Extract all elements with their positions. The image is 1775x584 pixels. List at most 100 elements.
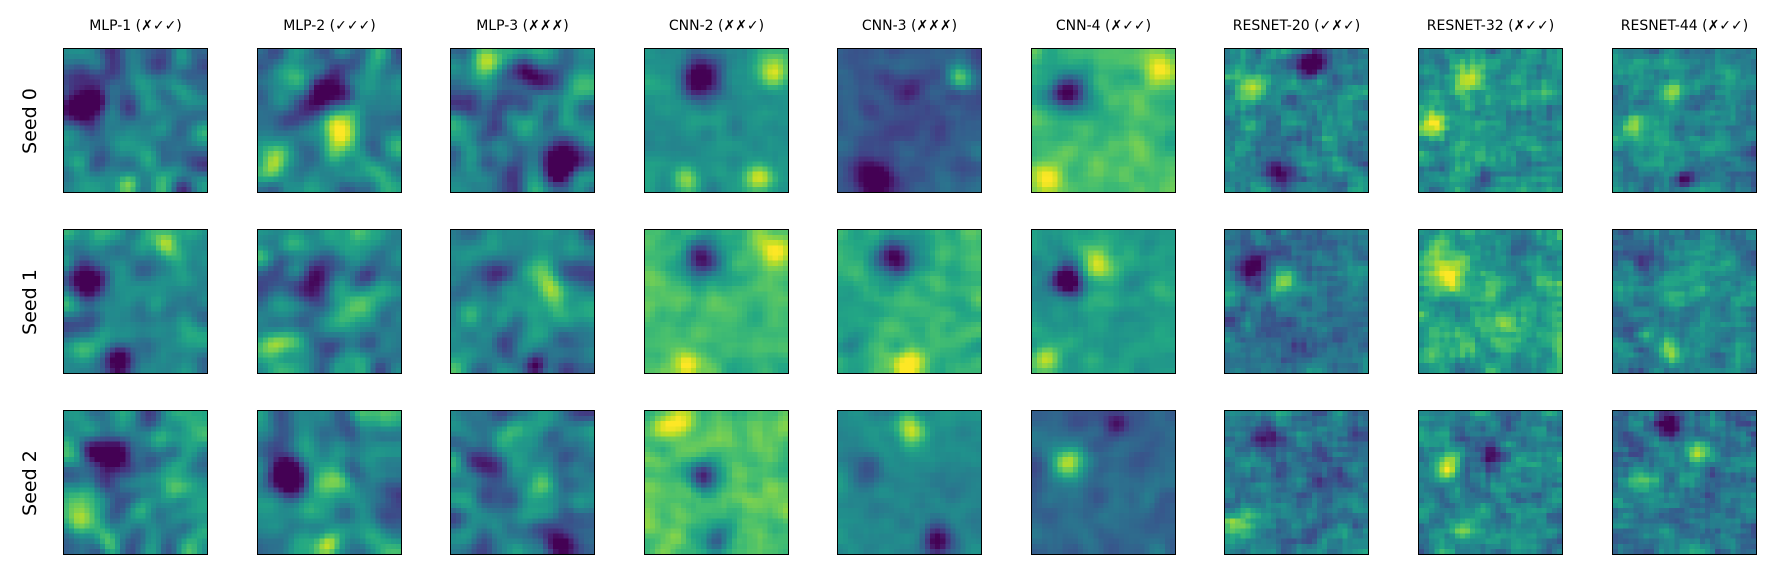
- heatmap-cell: [370, 161, 376, 167]
- heatmap-cell: [1088, 110, 1094, 116]
- heatmap-cell: [1067, 110, 1073, 116]
- heatmap-cell: [838, 140, 844, 147]
- heatmap-cell: [390, 69, 396, 75]
- heatmap-cell: [894, 84, 900, 90]
- heatmap-cell: [1139, 130, 1145, 136]
- heatmap-cell: [522, 181, 528, 187]
- heatmap-cell: [507, 100, 513, 106]
- heatmap-cell: [645, 186, 651, 192]
- heatmap-cell: [1296, 64, 1302, 70]
- heatmap-cell: [349, 171, 356, 177]
- heatmap-cell: [84, 69, 90, 75]
- heatmap-cell: [145, 54, 151, 60]
- heatmap-cell: [950, 171, 956, 177]
- heatmap-cell: [303, 84, 310, 90]
- heatmap-cell: [573, 181, 579, 187]
- heatmap-cell: [650, 89, 656, 96]
- heatmap-cell: [532, 84, 538, 90]
- heatmap-cell: [263, 125, 269, 131]
- heatmap-cell: [1129, 135, 1135, 142]
- heatmap-cell: [1270, 89, 1277, 96]
- heatmap-cell: [140, 166, 146, 172]
- heatmap-cell: [517, 74, 523, 80]
- heatmap-cell: [1042, 94, 1048, 101]
- heatmap-cell: [767, 105, 773, 111]
- heatmap-cell: [685, 105, 692, 111]
- heatmap-cell: [395, 135, 401, 142]
- heatmap-cell: [283, 94, 289, 101]
- heatmap-cell: [385, 54, 391, 60]
- heatmap-cell: [385, 156, 391, 162]
- heatmap-cell: [507, 84, 513, 90]
- heatmap-cell: [166, 120, 172, 126]
- heatmap-cell: [496, 135, 503, 142]
- heatmap-cell: [716, 110, 722, 116]
- heatmap-cell: [1088, 94, 1094, 101]
- heatmap-cell: [1129, 176, 1135, 182]
- heatmap-cell: [314, 151, 320, 157]
- heatmap-cell: [736, 54, 743, 60]
- heatmap-cell: [1134, 146, 1140, 152]
- heatmap-cell: [532, 130, 538, 136]
- heatmap-cell: [507, 166, 513, 172]
- heatmap-cell: [140, 100, 146, 106]
- heatmap-cell: [201, 79, 207, 85]
- heatmap-cell: [145, 115, 151, 121]
- heatmap-cell: [726, 100, 732, 106]
- heatmap-cell: [1139, 110, 1145, 116]
- heatmap-cell: [314, 69, 320, 75]
- heatmap-cell: [568, 125, 574, 131]
- heatmap-cell: [975, 64, 981, 70]
- heatmap-panel: [644, 48, 789, 193]
- heatmap-cell: [1108, 64, 1114, 70]
- heatmap-cell: [1088, 130, 1094, 136]
- heatmap-cell: [848, 59, 854, 65]
- heatmap-cell: [655, 94, 661, 101]
- heatmap-cell: [904, 94, 910, 101]
- heatmap-cell: [365, 176, 371, 182]
- heatmap-cell: [838, 69, 844, 75]
- heatmap-cell: [731, 94, 738, 101]
- heatmap-cell: [701, 130, 707, 136]
- heatmap-cell: [858, 64, 864, 70]
- heatmap-cell: [940, 89, 946, 96]
- heatmap-cell: [268, 84, 274, 90]
- heatmap-cell: [1164, 89, 1170, 96]
- heatmap-cell: [1113, 79, 1119, 85]
- heatmap-cell: [278, 125, 284, 131]
- heatmap-cell: [568, 120, 574, 126]
- heatmap-cell: [945, 161, 951, 167]
- heatmap-cell: [914, 176, 920, 182]
- heatmap-cell: [344, 130, 351, 136]
- heatmap-cell: [288, 89, 294, 96]
- heatmap-cell: [1342, 54, 1348, 60]
- heatmap-cell: [181, 115, 187, 121]
- heatmap-cell: [481, 105, 487, 111]
- heatmap-cell: [268, 49, 274, 55]
- heatmap-cell: [84, 74, 90, 80]
- heatmap-cell: [171, 186, 177, 192]
- heatmap-cell: [747, 146, 753, 152]
- heatmap-cell: [1291, 64, 1297, 70]
- heatmap-cell: [1093, 146, 1099, 152]
- heatmap-cell: [970, 64, 976, 70]
- heatmap-cell: [655, 156, 661, 162]
- heatmap-cell: [924, 161, 931, 167]
- heatmap-cell: [273, 156, 279, 162]
- heatmap-cell: [466, 105, 472, 111]
- heatmap-cell: [1088, 166, 1094, 172]
- heatmap-cell: [848, 105, 854, 111]
- heatmap-cell: [125, 130, 131, 136]
- heatmap-cell: [777, 74, 783, 80]
- heatmap-cell: [701, 140, 707, 147]
- heatmap-cell: [1149, 84, 1155, 90]
- heatmap-cell: [883, 100, 890, 106]
- heatmap-cell: [782, 54, 788, 60]
- heatmap-cell: [64, 186, 70, 192]
- heatmap-cell: [838, 74, 844, 80]
- heatmap-cell: [1139, 181, 1145, 187]
- heatmap-cell: [1129, 156, 1135, 162]
- heatmap-cell: [74, 151, 80, 157]
- heatmap-cell: [670, 84, 676, 90]
- heatmap-cell: [883, 125, 890, 131]
